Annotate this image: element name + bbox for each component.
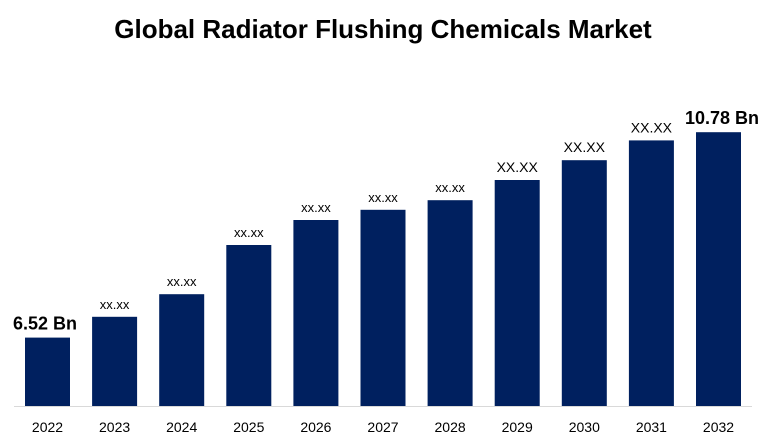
data-label-2022: 6.52 Bn	[13, 314, 77, 334]
x-tick-label-2023: 2023	[99, 419, 130, 435]
bar-2029	[494, 180, 540, 406]
data-label-2025: xx.xx	[234, 225, 264, 240]
x-tick-label-2022: 2022	[32, 419, 63, 435]
bar-2032	[696, 132, 741, 406]
data-label-2029: XX.XX	[497, 159, 539, 175]
data-label-2027: xx.xx	[368, 190, 398, 205]
data-label-2024: xx.xx	[167, 274, 197, 289]
x-tick-label-2028: 2028	[435, 419, 466, 435]
data-label-2030: XX.XX	[564, 139, 606, 155]
x-tick-label-2026: 2026	[300, 419, 331, 435]
x-tick-label-2025: 2025	[233, 419, 264, 435]
bar-2025	[226, 245, 272, 406]
data-label-2031: XX.XX	[631, 119, 673, 135]
x-tick-label-2029: 2029	[502, 419, 533, 435]
x-tick-label-2024: 2024	[166, 419, 197, 435]
bar-2024	[159, 294, 205, 406]
bar-2031	[628, 140, 674, 406]
bar-2028	[427, 200, 473, 406]
chart-title: Global Radiator Flushing Chemicals Marke…	[114, 14, 652, 44]
bar-2027	[360, 209, 406, 406]
data-label-2023: xx.xx	[100, 297, 130, 312]
bar-2030	[561, 160, 607, 406]
bar-2022	[25, 337, 70, 406]
bar-2026	[293, 220, 339, 406]
data-label-2026: xx.xx	[301, 200, 331, 215]
x-tick-label-2030: 2030	[569, 419, 600, 435]
bar-2023	[92, 316, 138, 406]
data-label-2032: 10.78 Bn	[685, 108, 759, 128]
x-tick-label-2031: 2031	[636, 419, 667, 435]
x-tick-label-2027: 2027	[367, 419, 398, 435]
x-tick-label-2032: 2032	[703, 419, 734, 435]
data-label-2028: xx.xx	[435, 180, 465, 195]
